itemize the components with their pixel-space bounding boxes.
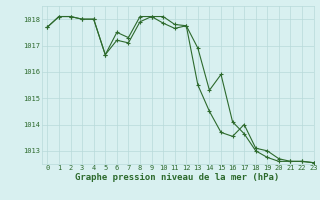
X-axis label: Graphe pression niveau de la mer (hPa): Graphe pression niveau de la mer (hPa)	[76, 173, 280, 182]
